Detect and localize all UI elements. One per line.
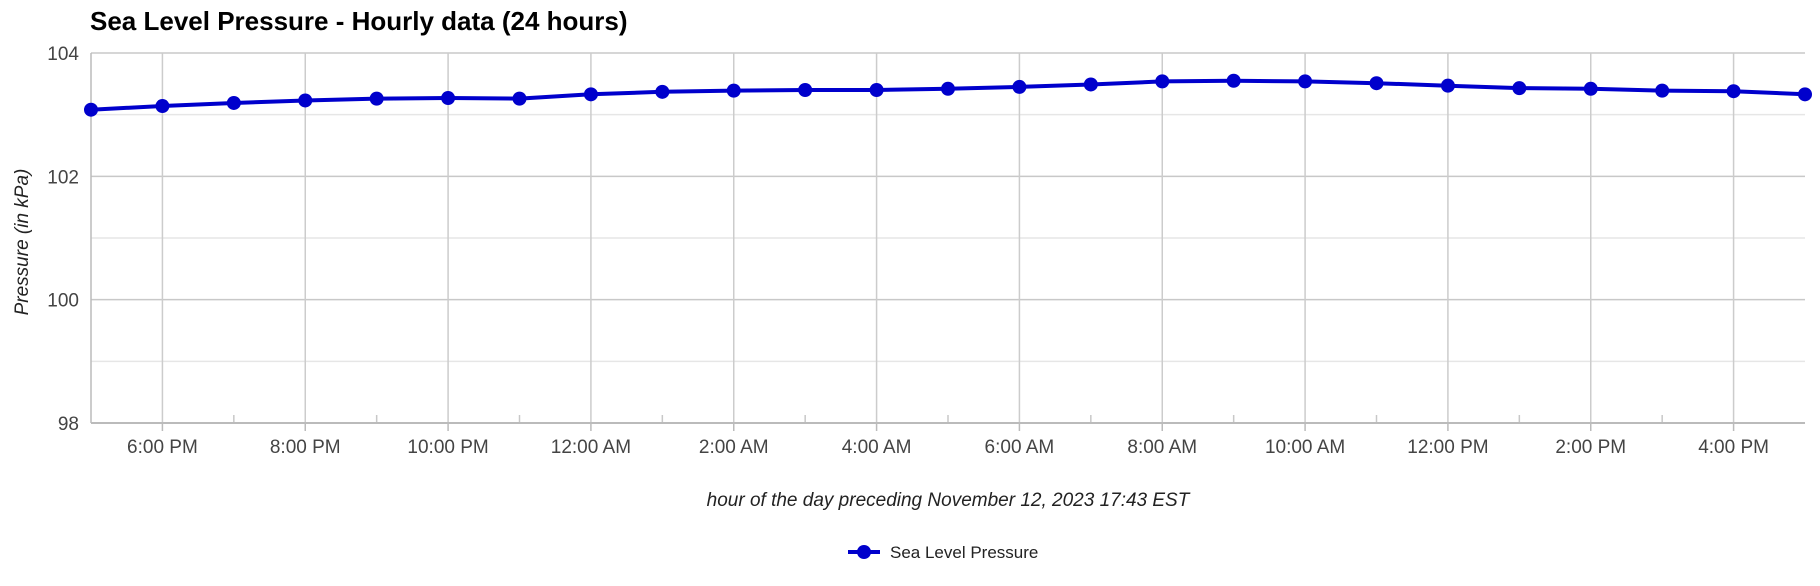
data-point	[1655, 83, 1670, 98]
x-tick-label: 10:00 PM	[407, 437, 488, 458]
data-point	[155, 99, 170, 114]
x-tick-label: 2:00 PM	[1555, 437, 1626, 458]
chart-title: Sea Level Pressure - Hourly data (24 hou…	[90, 6, 628, 36]
data-point	[941, 81, 955, 96]
series-layer	[84, 73, 1812, 117]
x-tick-label: 6:00 AM	[985, 437, 1055, 458]
y-axis-title: Pressure (in kPa)	[12, 169, 33, 316]
label-layer: 98 100 102 104 6:00 PM 8:00 PM 10:00 PM 12:00 A…	[47, 44, 1769, 458]
data-point	[298, 93, 313, 108]
data-point	[441, 91, 456, 106]
data-point	[1298, 74, 1313, 89]
y-tick-label: 102	[47, 167, 79, 188]
data-point	[1798, 87, 1812, 102]
data-point	[512, 91, 527, 106]
data-point	[1583, 81, 1598, 96]
data-point	[1440, 78, 1455, 93]
legend-marker	[857, 545, 871, 559]
grid-layer	[91, 52, 1805, 423]
x-tick-label: 6:00 PM	[127, 437, 198, 458]
legend-label: Sea Level Pressure	[890, 543, 1038, 562]
data-point	[726, 83, 741, 98]
x-tick-label: 12:00 PM	[1407, 437, 1488, 458]
x-tick-label: 8:00 PM	[270, 437, 341, 458]
x-axis-title: hour of the day preceding November 12, 2…	[707, 490, 1191, 511]
y-tick-label: 98	[58, 414, 79, 435]
y-tick-label: 104	[47, 44, 79, 65]
axis-layer	[90, 53, 1805, 431]
data-point	[583, 87, 598, 102]
data-point	[369, 91, 384, 106]
x-tick-label: 2:00 AM	[699, 437, 769, 458]
data-point	[1155, 74, 1170, 89]
data-point	[84, 102, 98, 117]
data-point	[1083, 77, 1098, 92]
x-tick-label: 8:00 AM	[1127, 437, 1197, 458]
data-point	[226, 95, 241, 110]
data-point	[869, 83, 884, 97]
x-tick-label: 10:00 AM	[1265, 437, 1345, 458]
y-tick-label: 100	[47, 291, 79, 312]
x-tick-label: 4:00 AM	[842, 437, 912, 458]
data-point	[655, 84, 670, 99]
data-point	[1726, 84, 1741, 99]
data-point	[1226, 73, 1241, 88]
legend: Sea Level Pressure	[848, 543, 1038, 562]
x-tick-label: 12:00 AM	[551, 437, 631, 458]
data-point	[1512, 81, 1527, 96]
x-tick-label: 4:00 PM	[1698, 437, 1769, 458]
data-point	[798, 83, 813, 97]
data-point	[1369, 76, 1384, 91]
data-point	[1012, 79, 1027, 94]
